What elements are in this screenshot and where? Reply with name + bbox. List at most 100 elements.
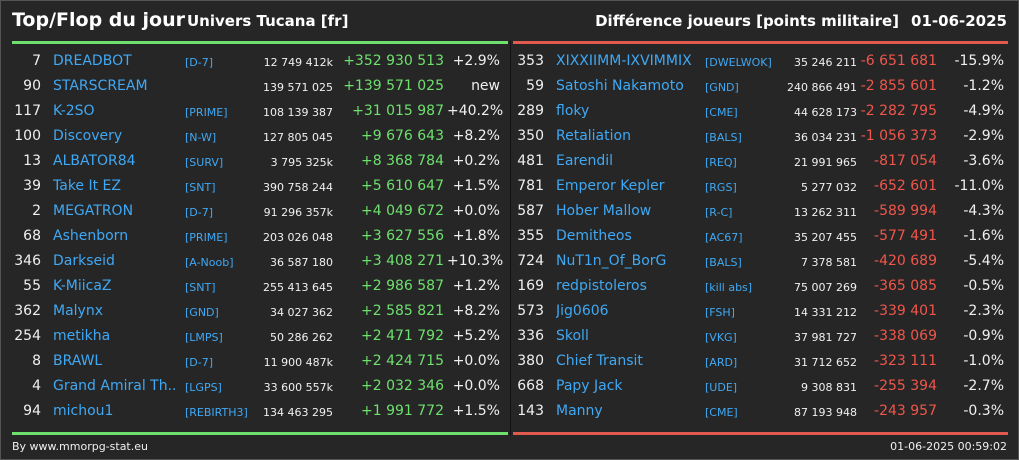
alliance-tag-link[interactable]: [D-7] xyxy=(185,56,214,69)
player-name-link[interactable]: STARSCREAM xyxy=(53,78,148,94)
player-name-link[interactable]: NuT1n_Of_BorG xyxy=(556,253,667,269)
points-difference: -243 957 xyxy=(874,403,937,419)
table-row: 781 Emperor Kepler [RGS] 5 277 032 -652 601 -… xyxy=(511,174,1018,199)
alliance-tag-link[interactable]: [RGS] xyxy=(705,181,737,194)
player-name-link[interactable]: ALBATOR84 xyxy=(53,153,136,169)
alliance-tag-link[interactable]: [kill abs] xyxy=(705,281,753,294)
percent-change: +0.0% xyxy=(452,378,500,394)
player-name-link[interactable]: metikha xyxy=(53,328,111,344)
alliance-tag-link[interactable]: [BALS] xyxy=(705,256,742,269)
percent-change: -0.9% xyxy=(963,328,1004,344)
alliance-tag-link[interactable]: [GND] xyxy=(705,81,739,94)
alliance-tag-link[interactable]: [UDE] xyxy=(705,381,738,394)
points-difference: +31 015 987 xyxy=(352,103,444,119)
alliance-tag-link[interactable]: [SURV] xyxy=(185,156,224,169)
player-name-link[interactable]: Satoshi Nakamoto xyxy=(556,78,684,94)
player-rank: 55 xyxy=(23,278,41,294)
player-name-link[interactable]: XIXXIIMM-IXVIMMIX xyxy=(556,53,692,69)
player-rank: 143 xyxy=(517,403,544,419)
points-difference: -652 601 xyxy=(874,178,937,194)
player-name-link[interactable]: Discovery xyxy=(53,128,123,144)
percent-change: -2.7% xyxy=(963,378,1004,394)
header-right: Différence joueurs [points militaire] 01-… xyxy=(595,12,1007,30)
alliance-tag-link[interactable]: [VKG] xyxy=(705,331,737,344)
alliance-tag-link[interactable]: [SNT] xyxy=(185,281,216,294)
player-name-link[interactable]: K-2SO xyxy=(53,103,95,119)
points-difference: +2 986 587 xyxy=(361,278,444,294)
alliance-tag-link[interactable]: [GND] xyxy=(185,306,219,319)
player-name-link[interactable]: Grand Amiral Th... xyxy=(53,378,177,394)
player-rank: 573 xyxy=(517,303,544,319)
player-points: 12 749 412k xyxy=(263,56,333,69)
alliance-tag-link[interactable]: [SNT] xyxy=(185,181,216,194)
player-rank: 59 xyxy=(526,78,544,94)
table-row: 55 K-MiicaZ [SNT] 255 413 645 +2 986 587 +1.2… xyxy=(1,274,510,299)
player-name-link[interactable]: Manny xyxy=(556,403,603,419)
top-divider-red xyxy=(513,41,1008,44)
player-name-link[interactable]: Jig0606 xyxy=(556,303,609,319)
alliance-tag-link[interactable]: [LMPS] xyxy=(185,331,223,344)
percent-change: -1.0% xyxy=(963,353,1004,369)
player-name-link[interactable]: Ashenborn xyxy=(53,228,129,244)
points-difference: -420 689 xyxy=(874,253,937,269)
player-name-link[interactable]: K-MiicaZ xyxy=(53,278,112,294)
alliance-tag-link[interactable]: [LGPS] xyxy=(185,381,222,394)
player-points: 255 413 645 xyxy=(263,281,333,294)
player-rank: 289 xyxy=(517,103,544,119)
player-name-link[interactable]: Take It EZ xyxy=(53,178,121,194)
alliance-tag-link[interactable]: [D-7] xyxy=(185,206,214,219)
player-points: 134 463 295 xyxy=(263,406,333,419)
table-row: 573 Jig0606 [FSH] 14 331 212 -339 401 -2.3% xyxy=(511,299,1018,324)
alliance-tag-link[interactable]: [REBIRTH3] xyxy=(185,406,248,419)
table-row: 39 Take It EZ [SNT] 390 758 244 +5 610 647 +1… xyxy=(1,174,510,199)
player-rank: 781 xyxy=(517,178,544,194)
table-row: 143 Manny [CME] 87 193 948 -243 957 -0.3% xyxy=(511,399,1018,424)
bottom-divider-red xyxy=(513,432,1008,435)
alliance-tag-link[interactable]: [A-Noob] xyxy=(185,256,234,269)
points-difference: -577 491 xyxy=(874,228,937,244)
player-name-link[interactable]: floky xyxy=(556,103,590,119)
player-name-link[interactable]: Skoll xyxy=(556,328,589,344)
player-name-link[interactable]: MEGATRON xyxy=(53,203,134,219)
points-difference: +2 471 792 xyxy=(361,328,444,344)
player-name-link[interactable]: Chief Transit xyxy=(556,353,643,369)
player-name-link[interactable]: Earendil xyxy=(556,153,614,169)
player-name-link[interactable]: Papy Jack xyxy=(556,378,623,394)
player-name-link[interactable]: Demitheos xyxy=(556,228,632,244)
player-name-link[interactable]: Emperor Kepler xyxy=(556,178,665,194)
alliance-tag-link[interactable]: [AC67] xyxy=(705,231,743,244)
player-name-link[interactable]: Retaliation xyxy=(556,128,631,144)
alliance-tag-link[interactable]: [ARD] xyxy=(705,356,738,369)
player-name-link[interactable]: Hober Mallow xyxy=(556,203,652,219)
alliance-tag-link[interactable]: [CME] xyxy=(705,406,738,419)
percent-change: -0.3% xyxy=(963,403,1004,419)
alliance-tag-link[interactable]: [FSH] xyxy=(705,306,735,319)
player-rank: 254 xyxy=(14,328,41,344)
alliance-tag-link[interactable]: [BALS] xyxy=(705,131,742,144)
alliance-tag-link[interactable]: [REQ] xyxy=(705,156,737,169)
top-divider-green xyxy=(12,41,508,44)
player-name-link[interactable]: michou1 xyxy=(53,403,114,419)
alliance-tag-link[interactable]: [R-C] xyxy=(705,206,733,219)
player-name-link[interactable]: DREADBOT xyxy=(53,53,132,69)
alliance-tag-link[interactable]: [N-W] xyxy=(185,131,217,144)
alliance-tag-link[interactable]: [CME] xyxy=(705,106,738,119)
player-rank: 724 xyxy=(517,253,544,269)
player-name-link[interactable]: Malynx xyxy=(53,303,103,319)
points-difference: -365 085 xyxy=(874,278,937,294)
footer-timestamp: 01-06-2025 00:59:02 xyxy=(890,440,1007,453)
percent-change: -4.9% xyxy=(963,103,1004,119)
points-difference: +4 049 672 xyxy=(361,203,444,219)
alliance-tag-link[interactable]: [PRIME] xyxy=(185,106,228,119)
alliance-tag-link[interactable]: [PRIME] xyxy=(185,231,228,244)
player-rank: 2 xyxy=(32,203,41,219)
percent-change: +1.5% xyxy=(452,403,500,419)
alliance-tag-link[interactable]: [D-7] xyxy=(185,356,214,369)
table-row: 362 Malynx [GND] 34 027 362 +2 585 821 +8.2% xyxy=(1,299,510,324)
player-name-link[interactable]: BRAWL xyxy=(53,353,103,369)
alliance-tag-link[interactable]: [DWELWOK] xyxy=(705,56,772,69)
player-rank: 68 xyxy=(23,228,41,244)
player-name-link[interactable]: redpistoleros xyxy=(556,278,647,294)
player-rank: 350 xyxy=(517,128,544,144)
player-name-link[interactable]: Darkseid xyxy=(53,253,115,269)
